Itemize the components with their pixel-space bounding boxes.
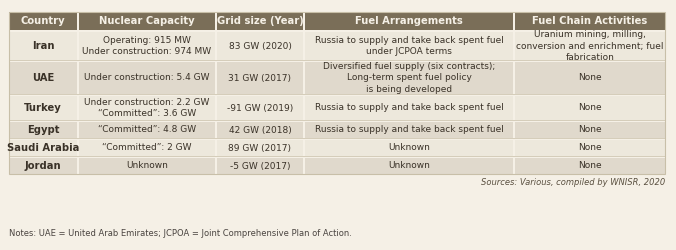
Text: 83 GW (2020): 83 GW (2020) (228, 42, 291, 50)
Text: 42 GW (2018): 42 GW (2018) (228, 126, 291, 134)
Bar (9, 140, 77, 156)
Bar (217, 32, 303, 60)
Text: Uranium mining, milling,
conversion and enrichment; fuel
fabrication: Uranium mining, milling, conversion and … (516, 30, 664, 62)
Text: Fuel Arrangements: Fuel Arrangements (355, 16, 463, 26)
Bar (515, 62, 665, 94)
Text: Russia to supply and take back spent fuel
under JCPOA terms: Russia to supply and take back spent fue… (314, 36, 504, 56)
Bar (79, 140, 215, 156)
Bar (9, 12, 77, 30)
Bar (515, 12, 665, 30)
Bar (79, 62, 215, 94)
Bar (79, 32, 215, 60)
Bar (79, 12, 215, 30)
Bar (515, 122, 665, 138)
Bar (305, 96, 513, 120)
Text: Sources: Various, compiled by WNISR, 2020: Sources: Various, compiled by WNISR, 202… (481, 178, 665, 187)
Bar (217, 96, 303, 120)
Bar (217, 12, 303, 30)
Bar (9, 122, 77, 138)
Text: None: None (578, 144, 602, 152)
Text: Notes: UAE = United Arab Emirates; JCPOA = Joint Comprehensive Plan of Action.: Notes: UAE = United Arab Emirates; JCPOA… (9, 229, 352, 238)
Text: Russia to supply and take back spent fuel: Russia to supply and take back spent fue… (314, 104, 504, 112)
Bar (9, 96, 77, 120)
Text: Nuclear Capacity: Nuclear Capacity (99, 16, 195, 26)
Text: None: None (578, 74, 602, 82)
Text: Country: Country (21, 16, 66, 26)
Text: Russia to supply and take back spent fuel: Russia to supply and take back spent fue… (314, 126, 504, 134)
Text: Jordan: Jordan (25, 161, 62, 171)
Text: Egypt: Egypt (27, 125, 59, 135)
Text: None: None (578, 104, 602, 112)
Text: Unknown: Unknown (388, 162, 430, 170)
Text: 89 GW (2017): 89 GW (2017) (228, 144, 291, 152)
Bar (217, 62, 303, 94)
Bar (79, 96, 215, 120)
Bar (79, 122, 215, 138)
Bar (305, 62, 513, 94)
Text: Fuel Chain Activities: Fuel Chain Activities (533, 16, 648, 26)
Text: Under construction: 2.2 GW
“Committed”: 3.6 GW: Under construction: 2.2 GW “Committed”: … (84, 98, 210, 118)
Text: 31 GW (2017): 31 GW (2017) (228, 74, 291, 82)
Text: Operating: 915 MW
Under construction: 974 MW: Operating: 915 MW Under construction: 97… (82, 36, 212, 56)
Bar (9, 12, 665, 174)
Text: None: None (578, 126, 602, 134)
Text: -5 GW (2017): -5 GW (2017) (230, 162, 290, 170)
Bar (305, 12, 513, 30)
Text: Saudi Arabia: Saudi Arabia (7, 143, 79, 153)
Bar (515, 140, 665, 156)
Bar (515, 32, 665, 60)
Bar (217, 122, 303, 138)
Text: “Committed”: 2 GW: “Committed”: 2 GW (102, 144, 192, 152)
Bar (305, 122, 513, 138)
Text: Grid size (Year): Grid size (Year) (216, 16, 304, 26)
Text: Unknown: Unknown (126, 162, 168, 170)
Text: None: None (578, 162, 602, 170)
Bar (515, 158, 665, 174)
Bar (217, 158, 303, 174)
Bar (515, 96, 665, 120)
Bar (9, 32, 77, 60)
Bar (305, 140, 513, 156)
Bar (217, 140, 303, 156)
Text: Iran: Iran (32, 41, 54, 51)
Text: “Committed”: 4.8 GW: “Committed”: 4.8 GW (98, 126, 196, 134)
Text: Unknown: Unknown (388, 144, 430, 152)
Bar (305, 158, 513, 174)
Text: Turkey: Turkey (24, 103, 62, 113)
Bar (305, 32, 513, 60)
Text: Under construction: 5.4 GW: Under construction: 5.4 GW (84, 74, 210, 82)
Bar (9, 158, 77, 174)
Text: UAE: UAE (32, 73, 54, 83)
Bar (9, 62, 77, 94)
Text: -91 GW (2019): -91 GW (2019) (227, 104, 293, 112)
Bar (79, 158, 215, 174)
Text: Diversified fuel supply (six contracts);
Long-term spent fuel policy
is being de: Diversified fuel supply (six contracts);… (323, 62, 495, 94)
